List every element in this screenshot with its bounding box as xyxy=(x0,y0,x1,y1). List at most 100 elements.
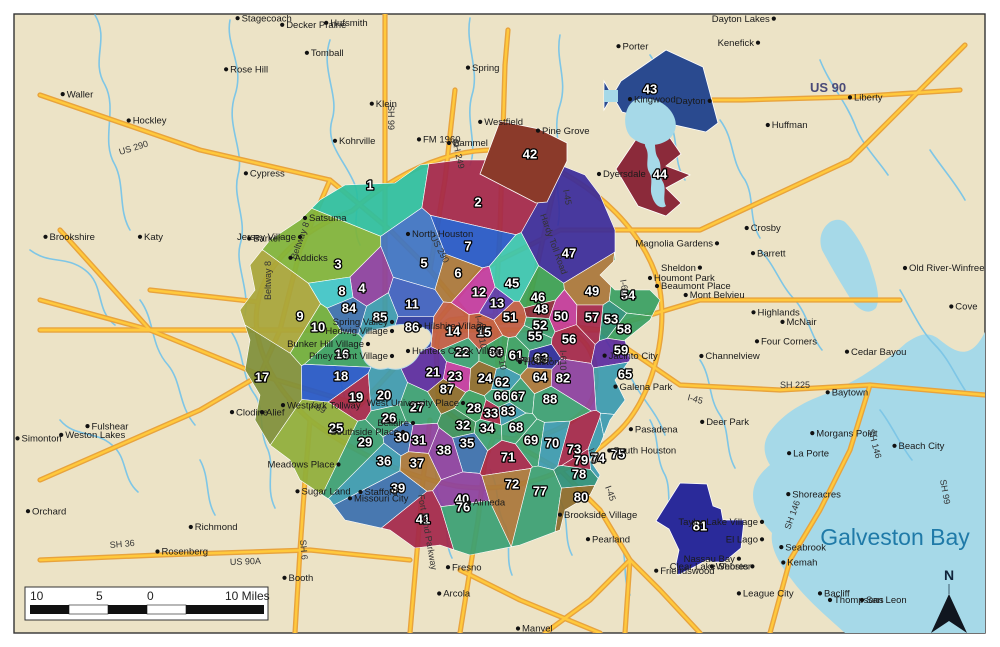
svg-text:Galveston Bay: Galveston Bay xyxy=(820,524,970,550)
svg-text:Sugar Land: Sugar Land xyxy=(302,487,351,498)
svg-text:Meadows Place: Meadows Place xyxy=(267,460,334,471)
svg-text:Morgans Point: Morgans Point xyxy=(816,428,878,439)
svg-text:Arcola: Arcola xyxy=(443,589,471,600)
svg-text:Southside Place: Southside Place xyxy=(330,427,399,438)
svg-text:Hockley: Hockley xyxy=(133,116,167,127)
svg-text:77: 77 xyxy=(533,483,547,498)
svg-text:Beltway 8: Beltway 8 xyxy=(263,261,273,300)
svg-text:70: 70 xyxy=(545,435,559,450)
svg-text:Kingwood: Kingwood xyxy=(634,94,676,105)
svg-text:Pine Grove: Pine Grove xyxy=(542,126,590,137)
svg-text:3: 3 xyxy=(334,256,341,271)
svg-text:Jacinto City: Jacinto City xyxy=(609,351,658,362)
svg-text:Baytown: Baytown xyxy=(832,388,868,399)
svg-text:US 90A: US 90A xyxy=(230,556,261,567)
svg-text:36: 36 xyxy=(377,453,391,468)
svg-text:64: 64 xyxy=(533,369,548,384)
svg-text:87: 87 xyxy=(440,381,454,396)
svg-text:Kemah: Kemah xyxy=(787,558,817,569)
svg-text:37: 37 xyxy=(410,455,424,470)
svg-text:13: 13 xyxy=(490,295,504,310)
svg-text:Kenefick: Kenefick xyxy=(718,38,755,49)
svg-text:McNair: McNair xyxy=(787,317,817,328)
svg-text:Four Corners: Four Corners xyxy=(761,337,817,348)
svg-text:Hilshire Village: Hilshire Village xyxy=(424,321,487,332)
svg-text:33: 33 xyxy=(484,405,498,420)
svg-text:49: 49 xyxy=(585,283,599,298)
svg-text:32: 32 xyxy=(456,417,470,432)
svg-text:Dayton Lakes: Dayton Lakes xyxy=(712,14,770,25)
svg-text:San Leon: San Leon xyxy=(866,595,907,606)
svg-text:Tomball: Tomball xyxy=(311,48,344,59)
svg-text:11: 11 xyxy=(405,296,419,311)
svg-text:Webster: Webster xyxy=(716,562,751,573)
svg-text:69: 69 xyxy=(524,432,538,447)
svg-text:Dyersdale: Dyersdale xyxy=(603,169,646,180)
svg-text:Channelview: Channelview xyxy=(705,351,760,362)
svg-text:66: 66 xyxy=(494,388,508,403)
svg-text:Simonton: Simonton xyxy=(22,434,62,445)
svg-text:Beach City: Beach City xyxy=(899,441,945,452)
svg-text:21: 21 xyxy=(426,364,440,379)
svg-text:4: 4 xyxy=(358,280,366,295)
svg-text:SH 225: SH 225 xyxy=(780,380,810,390)
svg-text:South Houston: South Houston xyxy=(613,446,676,457)
svg-text:Satsuma: Satsuma xyxy=(309,213,347,224)
svg-text:9: 9 xyxy=(296,308,303,323)
svg-text:Stagecoach: Stagecoach xyxy=(242,13,292,24)
svg-text:51: 51 xyxy=(503,309,517,324)
svg-text:Pasadena: Pasadena xyxy=(635,424,679,435)
svg-text:Spring: Spring xyxy=(472,63,499,74)
svg-text:86: 86 xyxy=(405,319,419,334)
svg-text:31: 31 xyxy=(412,432,426,447)
svg-text:League City: League City xyxy=(743,589,794,600)
svg-text:Beaumont Place: Beaumont Place xyxy=(661,281,731,292)
svg-text:45: 45 xyxy=(505,275,519,290)
svg-text:Crosby: Crosby xyxy=(751,223,781,234)
svg-text:55: 55 xyxy=(528,328,542,343)
svg-text:50: 50 xyxy=(554,308,568,323)
svg-text:Huffman: Huffman xyxy=(772,120,808,131)
svg-text:Barrett: Barrett xyxy=(757,248,786,259)
svg-text:58: 58 xyxy=(617,321,631,336)
svg-text:Pearland: Pearland xyxy=(592,534,630,545)
svg-text:Sheldon: Sheldon xyxy=(661,263,696,274)
svg-text:Orchard: Orchard xyxy=(32,506,66,517)
svg-text:68: 68 xyxy=(509,419,523,434)
svg-text:84: 84 xyxy=(342,300,357,315)
svg-text:Westfield: Westfield xyxy=(484,117,523,128)
svg-text:Shoreacres: Shoreacres xyxy=(792,489,841,500)
svg-text:35: 35 xyxy=(460,435,474,450)
svg-text:34: 34 xyxy=(480,420,495,435)
svg-text:Hufsmith: Hufsmith xyxy=(330,18,367,29)
svg-text:Porter: Porter xyxy=(623,41,649,52)
svg-text:Kohrville: Kohrville xyxy=(339,136,375,147)
svg-text:Almeda: Almeda xyxy=(473,498,506,509)
svg-text:La Porte: La Porte xyxy=(793,448,829,459)
svg-text:72: 72 xyxy=(505,476,519,491)
svg-text:18: 18 xyxy=(334,368,348,383)
svg-text:Katy: Katy xyxy=(144,232,163,243)
svg-text:80: 80 xyxy=(574,489,588,504)
svg-text:West University Place: West University Place xyxy=(367,398,459,409)
svg-text:Cypress: Cypress xyxy=(250,169,285,180)
svg-text:Alief: Alief xyxy=(266,407,285,418)
svg-text:Richmond: Richmond xyxy=(195,522,238,533)
svg-text:Brookshire: Brookshire xyxy=(50,232,95,243)
svg-text:Klein: Klein xyxy=(376,99,397,110)
svg-text:10: 10 xyxy=(30,589,44,603)
svg-text:Missouri City: Missouri City xyxy=(354,494,409,505)
svg-text:Old River-Winfree: Old River-Winfree xyxy=(909,263,985,274)
svg-text:Houston: Houston xyxy=(524,357,559,368)
svg-text:44: 44 xyxy=(653,166,668,181)
svg-text:Piney Point Village: Piney Point Village xyxy=(309,351,388,362)
svg-text:El Lago: El Lago xyxy=(726,535,758,546)
svg-text:N: N xyxy=(944,567,954,583)
svg-text:71: 71 xyxy=(501,449,515,464)
svg-text:I-610: I-610 xyxy=(558,350,568,371)
svg-text:42: 42 xyxy=(523,146,537,161)
svg-text:12: 12 xyxy=(472,284,486,299)
svg-text:Liberty: Liberty xyxy=(854,93,883,104)
svg-text:Deer Park: Deer Park xyxy=(706,417,749,428)
svg-text:Taylor Lake Village: Taylor Lake Village xyxy=(678,517,758,528)
